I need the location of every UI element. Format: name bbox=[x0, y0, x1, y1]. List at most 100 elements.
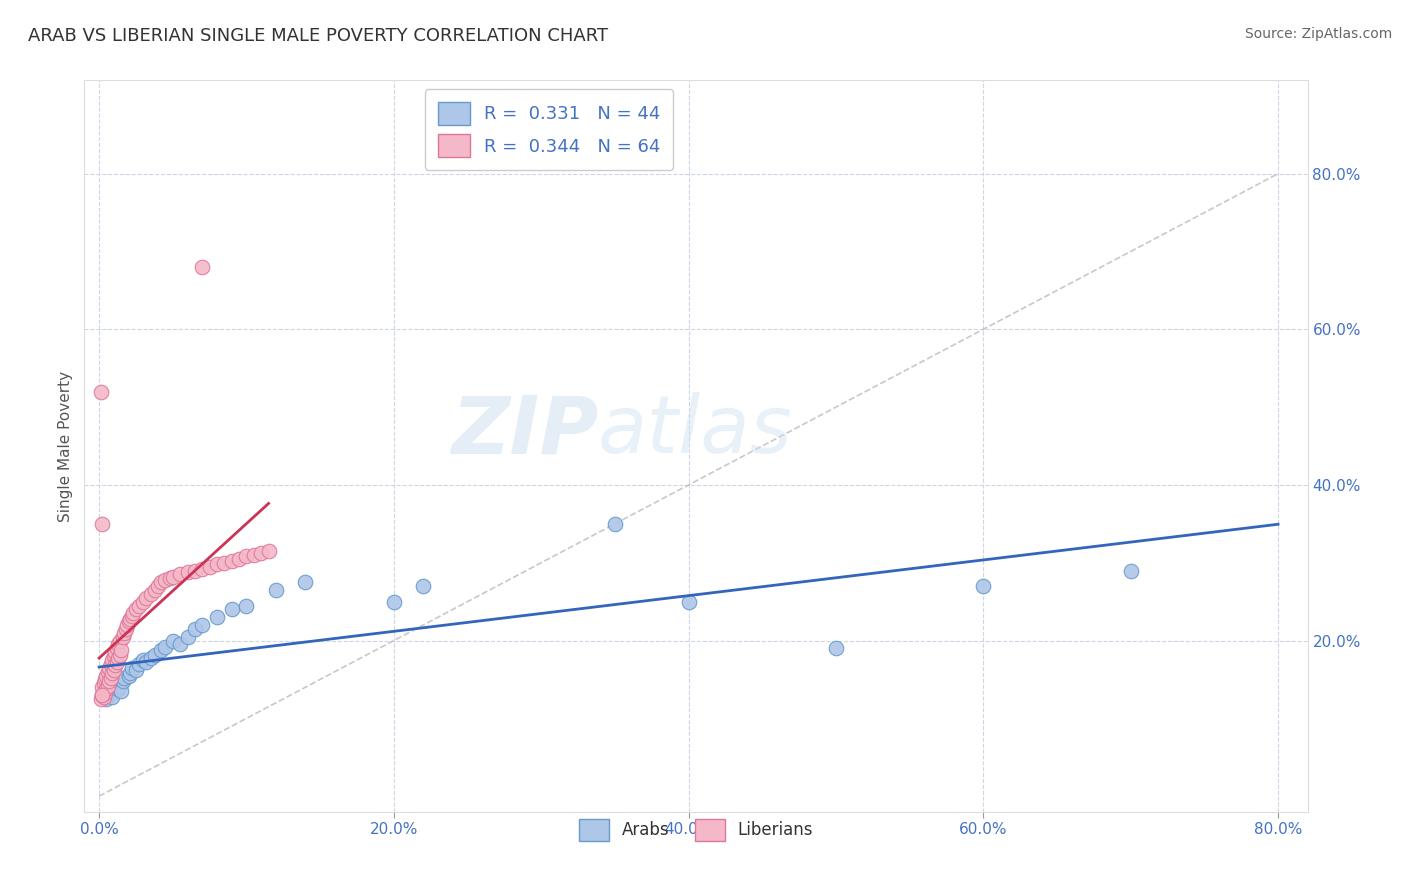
Point bbox=[104, 673, 127, 688]
Point bbox=[91, 516, 114, 531]
Point bbox=[235, 549, 257, 564]
Point bbox=[97, 665, 120, 679]
Point bbox=[115, 618, 138, 632]
Point bbox=[243, 548, 266, 562]
Point bbox=[412, 579, 434, 593]
Point bbox=[100, 671, 122, 685]
Point bbox=[118, 666, 141, 681]
Point bbox=[111, 673, 134, 688]
Point bbox=[117, 668, 139, 682]
Point bbox=[97, 676, 120, 690]
Point bbox=[264, 582, 287, 597]
Point bbox=[96, 681, 118, 696]
Point bbox=[146, 579, 169, 593]
Point bbox=[159, 571, 181, 585]
Point bbox=[121, 661, 143, 675]
Text: ZIP: ZIP bbox=[451, 392, 598, 470]
Point bbox=[108, 648, 131, 662]
Point bbox=[191, 260, 214, 274]
Point bbox=[98, 681, 121, 696]
Point bbox=[94, 686, 117, 700]
Point bbox=[96, 692, 118, 706]
Point bbox=[94, 673, 117, 687]
Point bbox=[100, 686, 122, 700]
Point bbox=[1119, 564, 1142, 578]
Point bbox=[118, 612, 141, 626]
Point bbox=[678, 594, 700, 608]
Point bbox=[101, 666, 124, 681]
Point bbox=[107, 637, 129, 651]
Point bbox=[139, 587, 162, 601]
Point bbox=[228, 551, 250, 566]
Point bbox=[93, 680, 115, 694]
Point bbox=[825, 641, 848, 656]
Point bbox=[169, 637, 191, 651]
Point bbox=[98, 661, 121, 675]
Point bbox=[105, 641, 128, 656]
Point bbox=[121, 608, 143, 623]
Text: ARAB VS LIBERIAN SINGLE MALE POVERTY CORRELATION CHART: ARAB VS LIBERIAN SINGLE MALE POVERTY COR… bbox=[28, 27, 609, 45]
Point bbox=[122, 607, 145, 621]
Y-axis label: Single Male Poverty: Single Male Poverty bbox=[58, 370, 73, 522]
Point bbox=[135, 591, 157, 605]
Point bbox=[114, 622, 136, 636]
Point bbox=[972, 579, 994, 593]
Point bbox=[221, 602, 243, 616]
Point bbox=[150, 643, 173, 657]
Point bbox=[104, 645, 127, 659]
Point bbox=[104, 658, 127, 673]
Point bbox=[101, 690, 124, 704]
Point bbox=[382, 594, 405, 608]
Text: Source: ZipAtlas.com: Source: ZipAtlas.com bbox=[1244, 27, 1392, 41]
Point bbox=[221, 554, 243, 568]
Point bbox=[98, 673, 121, 688]
Point bbox=[235, 599, 257, 613]
Point bbox=[214, 556, 236, 570]
Point bbox=[107, 681, 129, 696]
Point bbox=[91, 688, 114, 702]
Point bbox=[150, 575, 173, 590]
Point bbox=[91, 680, 114, 694]
Point bbox=[176, 565, 198, 579]
Point bbox=[294, 575, 316, 590]
Point bbox=[250, 546, 273, 560]
Point bbox=[191, 562, 214, 576]
Point bbox=[100, 657, 122, 671]
Point bbox=[108, 679, 131, 693]
Point bbox=[205, 558, 228, 572]
Point bbox=[103, 649, 125, 664]
Point bbox=[603, 516, 626, 531]
Point bbox=[112, 671, 135, 685]
Point bbox=[91, 688, 114, 702]
Point bbox=[103, 663, 125, 677]
Point bbox=[93, 690, 115, 704]
Point bbox=[132, 594, 155, 608]
Point bbox=[110, 643, 132, 657]
Legend: Arabs, Liberians: Arabs, Liberians bbox=[572, 813, 820, 847]
Point bbox=[205, 610, 228, 624]
Point bbox=[93, 676, 115, 690]
Text: atlas: atlas bbox=[598, 392, 793, 470]
Point bbox=[184, 622, 207, 636]
Point bbox=[105, 656, 128, 670]
Point bbox=[155, 573, 177, 587]
Point bbox=[107, 650, 129, 665]
Point bbox=[91, 688, 114, 702]
Point bbox=[103, 673, 125, 687]
Point bbox=[184, 564, 207, 578]
Point bbox=[90, 692, 112, 706]
Point bbox=[108, 633, 131, 648]
Point bbox=[111, 630, 134, 644]
Point bbox=[155, 640, 177, 654]
Point bbox=[139, 650, 162, 665]
Point bbox=[198, 559, 221, 574]
Point bbox=[132, 653, 155, 667]
Point bbox=[125, 663, 148, 677]
Point bbox=[162, 570, 184, 584]
Point bbox=[94, 684, 117, 698]
Point bbox=[191, 618, 214, 632]
Point bbox=[176, 630, 198, 644]
Point bbox=[143, 648, 166, 662]
Point bbox=[143, 582, 166, 597]
Point bbox=[110, 684, 132, 698]
